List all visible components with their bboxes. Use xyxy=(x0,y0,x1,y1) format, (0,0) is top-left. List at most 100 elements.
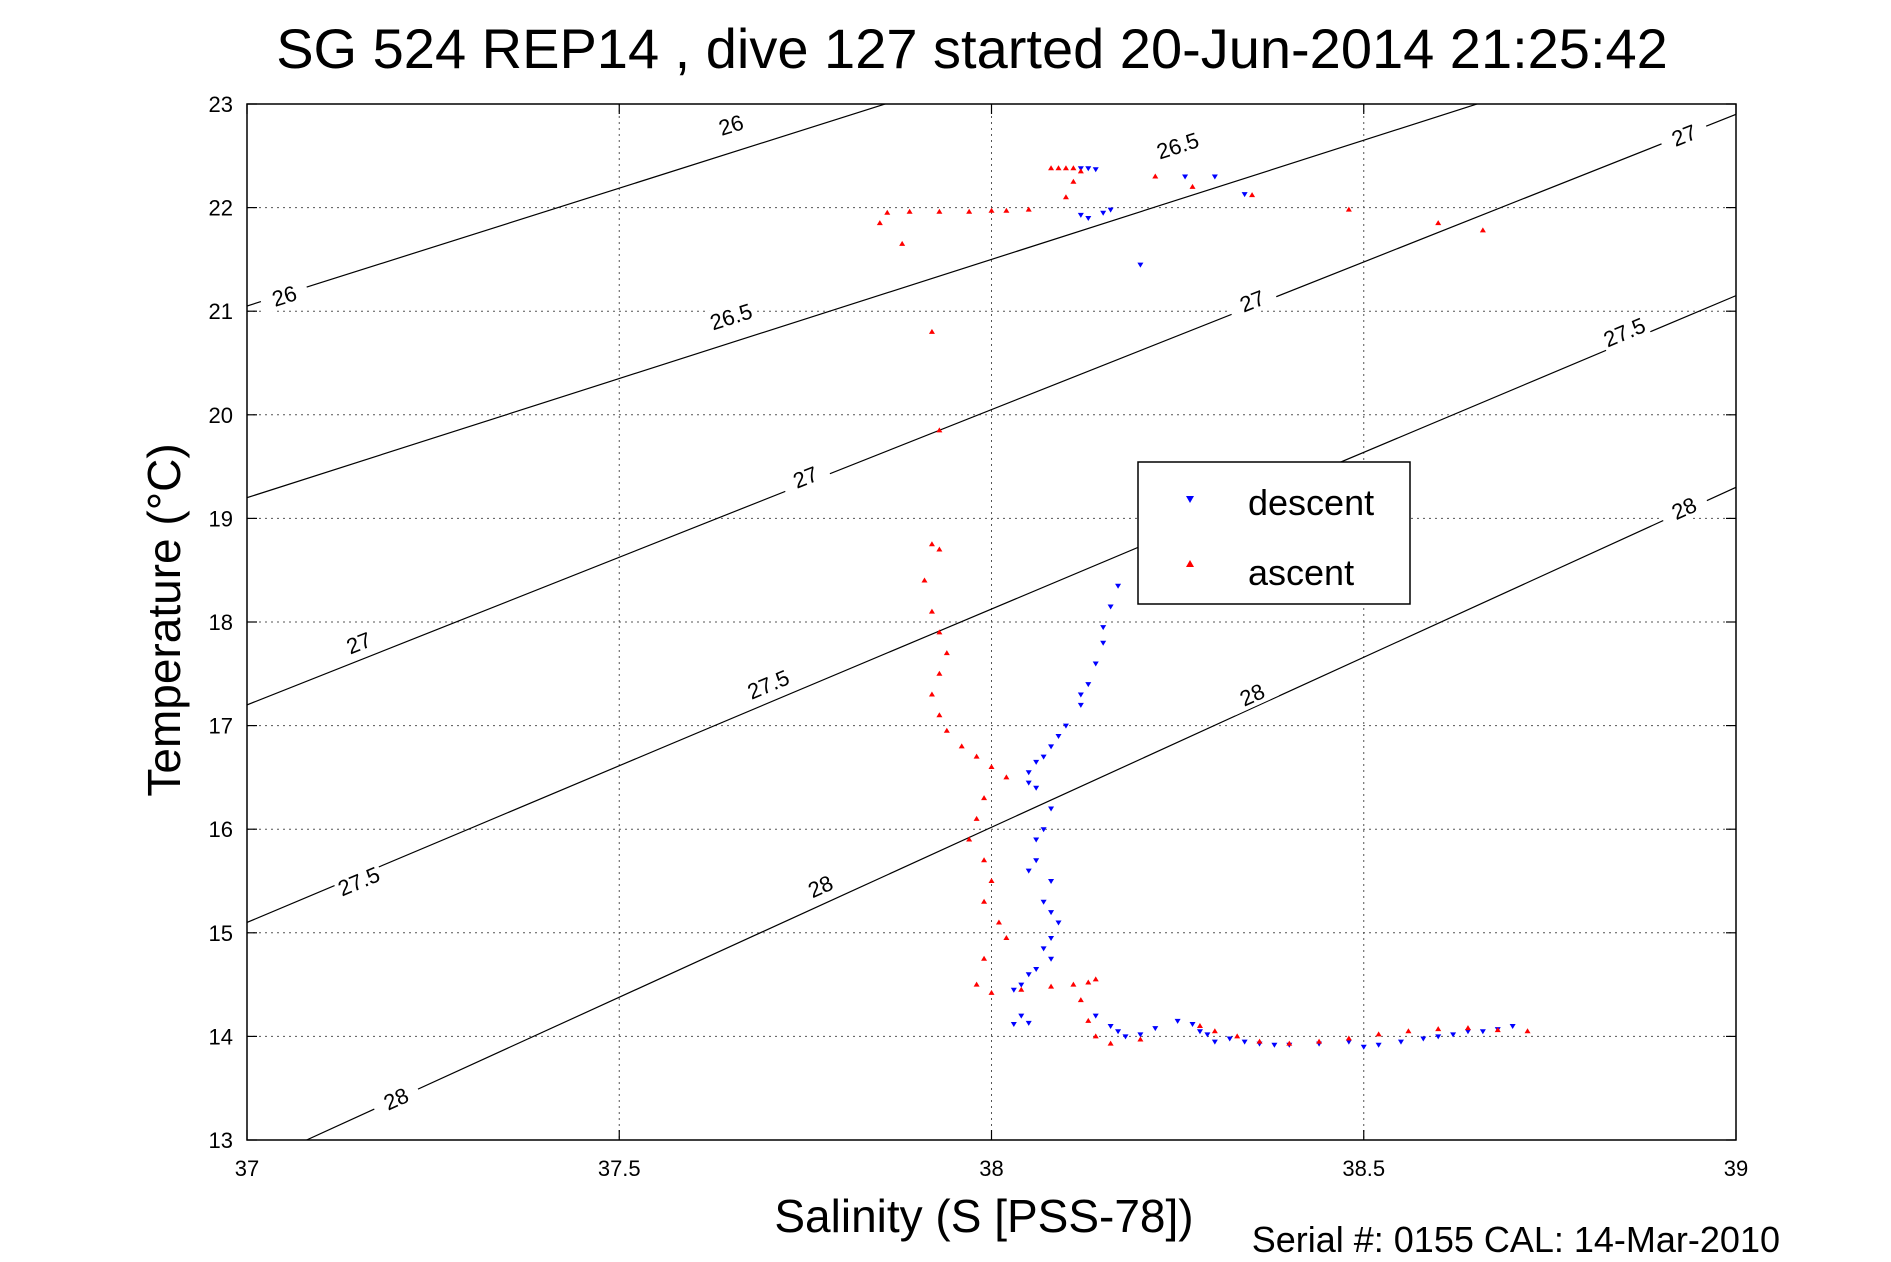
contour-label-bg xyxy=(1657,115,1711,156)
contour-label-bg xyxy=(1225,673,1279,716)
descent-point xyxy=(1085,166,1092,172)
ascent-point xyxy=(1435,220,1442,226)
ascent-point xyxy=(1249,192,1256,198)
descent-point xyxy=(1085,682,1092,688)
ascent-point xyxy=(1137,1036,1144,1042)
descent-point xyxy=(1115,583,1122,589)
ascent-point xyxy=(1524,1028,1531,1034)
descent-point xyxy=(1375,1042,1382,1048)
ascent-point xyxy=(928,328,935,334)
ascent-point xyxy=(1316,1038,1323,1044)
ascent-point xyxy=(1345,1035,1352,1041)
y-tick-label: 17 xyxy=(209,714,233,739)
descent-point xyxy=(1077,692,1084,698)
descent-point xyxy=(1033,759,1040,765)
y-tick-label: 14 xyxy=(209,1024,233,1049)
descent-point xyxy=(1040,899,1047,905)
x-tick-label: 39 xyxy=(1724,1156,1748,1181)
ascent-point xyxy=(1107,1040,1114,1046)
ascent-point xyxy=(876,220,883,226)
descent-point xyxy=(1204,1032,1211,1038)
ascent-point xyxy=(928,691,935,697)
y-tick-label: 13 xyxy=(209,1128,233,1153)
ascent-point xyxy=(1286,1040,1293,1046)
descent-point xyxy=(1025,868,1032,874)
ascent-point xyxy=(1070,165,1077,171)
descent-point xyxy=(1025,972,1032,978)
descent-point xyxy=(1450,1032,1457,1038)
ascent-point xyxy=(1464,1025,1471,1031)
ascent-point xyxy=(1085,979,1092,985)
ascent-point xyxy=(1152,173,1159,179)
y-tick-label: 20 xyxy=(209,403,233,428)
ascent-point xyxy=(981,857,988,863)
density-contour-line xyxy=(306,486,1736,1140)
descent-point xyxy=(1479,1029,1486,1035)
descent-point xyxy=(1182,174,1189,180)
descent-point xyxy=(1040,946,1047,952)
ascent-point xyxy=(1211,1028,1218,1034)
ascent-point xyxy=(1092,976,1099,982)
contour-label-bg xyxy=(704,297,758,336)
descent-point xyxy=(1055,733,1062,739)
ascent-point xyxy=(936,629,943,635)
plot-area: 262626.526.52727272727.527.527.528282828… xyxy=(209,92,1749,1181)
ascent-point xyxy=(943,650,950,656)
descent-point xyxy=(1226,1036,1233,1042)
ascent-point xyxy=(981,795,988,801)
descent-point xyxy=(1211,1039,1218,1045)
density-contour-line xyxy=(247,104,888,307)
ascent-point xyxy=(1077,168,1084,174)
descent-point xyxy=(1018,1013,1025,1019)
legend-ascent-marker xyxy=(1186,560,1194,567)
ascent-point xyxy=(1070,981,1077,987)
ascent-point xyxy=(1256,1038,1263,1044)
descent-point xyxy=(1055,920,1062,926)
ascent-point xyxy=(943,727,950,733)
descent-point xyxy=(1062,723,1069,729)
descent-point xyxy=(1025,780,1032,786)
contour-label-bg xyxy=(1225,280,1279,321)
contour-label-bg xyxy=(331,860,386,902)
ascent-point xyxy=(988,989,995,995)
y-tick-label: 23 xyxy=(209,92,233,117)
descent-point xyxy=(1092,661,1099,667)
contour-label-bg xyxy=(331,622,386,663)
contour-label: 26.5 xyxy=(1154,127,1202,164)
ascent-point xyxy=(1077,997,1084,1003)
ascent-point xyxy=(1085,1017,1092,1023)
ascent-point xyxy=(1375,1031,1382,1037)
contour-label-bg xyxy=(741,663,795,705)
contour-label: 26.5 xyxy=(707,298,755,335)
descent-point xyxy=(1122,1034,1129,1040)
descent-point xyxy=(1010,987,1017,993)
legend-descent-marker xyxy=(1186,496,1194,503)
y-axis-label: Temperature (°C) xyxy=(138,443,190,796)
ascent-point xyxy=(1048,983,1055,989)
x-tick-label: 38.5 xyxy=(1342,1156,1385,1181)
descent-point xyxy=(1152,1026,1159,1032)
ascent-point xyxy=(1003,934,1010,940)
descent-point xyxy=(1509,1024,1516,1030)
descent-point xyxy=(1048,910,1055,916)
descent-point xyxy=(1196,1029,1203,1035)
calibration-footer: Serial #: 0155 CAL: 14-Mar-2010 xyxy=(1252,1219,1780,1260)
contour-label: 27.5 xyxy=(334,862,383,902)
ascent-point xyxy=(1189,183,1196,189)
descent-point xyxy=(1033,837,1040,843)
density-contour-line xyxy=(247,295,1736,923)
ascent-series xyxy=(876,165,1531,1046)
contour-label-bg xyxy=(778,456,833,497)
ascent-point xyxy=(966,208,973,214)
ascent-point xyxy=(981,955,988,961)
y-tick-label: 21 xyxy=(209,299,233,324)
legend-box xyxy=(1137,461,1411,605)
descent-point xyxy=(1048,956,1055,962)
descent-point xyxy=(1085,215,1092,221)
ascent-point xyxy=(1494,1027,1501,1033)
x-tick-label: 38 xyxy=(979,1156,1003,1181)
ascent-point xyxy=(988,207,995,213)
x-tick-label: 37.5 xyxy=(598,1156,641,1181)
ascent-point xyxy=(988,878,995,883)
